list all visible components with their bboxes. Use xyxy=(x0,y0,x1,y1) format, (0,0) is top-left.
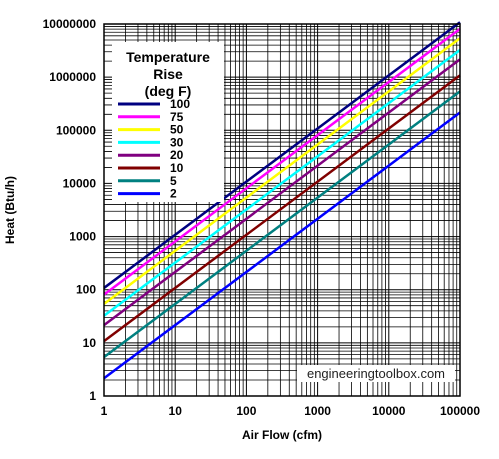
series-lines xyxy=(103,21,461,380)
series-line-20 xyxy=(103,58,461,327)
x-tick-label: 10000 xyxy=(372,404,406,418)
x-tick-label: 1000 xyxy=(304,404,331,418)
legend-label-10: 10 xyxy=(170,161,184,175)
watermark: engineeringtoolbox.com xyxy=(297,365,455,382)
legend-label-2: 2 xyxy=(170,187,177,201)
series-line-75 xyxy=(103,27,461,296)
y-axis-label: Heat (Btu/h) xyxy=(3,176,17,244)
y-tick-label: 1000 xyxy=(69,230,96,244)
series-line-5 xyxy=(103,90,461,359)
legend-title-line-1: Temperature xyxy=(126,49,210,65)
x-tick-label: 1 xyxy=(101,404,108,418)
y-tick-label: 10000000 xyxy=(43,17,97,31)
series-line-30 xyxy=(103,49,461,317)
y-tick-label: 1000000 xyxy=(49,70,96,84)
x-tick-labels: 1 10 100 1000 10000 100000 xyxy=(101,404,481,418)
legend-label-75: 75 xyxy=(170,110,184,124)
x-axis-label: Air Flow (cfm) xyxy=(242,428,322,442)
y-tick-label: 10 xyxy=(83,336,97,350)
watermark-text: engineeringtoolbox.com xyxy=(307,366,445,381)
x-tick-label: 100000 xyxy=(440,404,480,418)
y-tick-label: 1 xyxy=(89,389,96,403)
x-tick-label: 100 xyxy=(236,404,256,418)
legend-label-20: 20 xyxy=(170,148,184,162)
y-tick-label: 100000 xyxy=(56,123,96,137)
series-line-100 xyxy=(103,21,461,289)
legend-background xyxy=(112,42,224,202)
watermark-background xyxy=(297,365,455,382)
y-tick-label: 10000 xyxy=(63,176,97,190)
y-tick-labels: 1 10 100 1000 10000 100000 1000000 10000000 xyxy=(43,17,97,403)
legend-label-30: 30 xyxy=(170,135,184,149)
legend-title-line-2: Rise xyxy=(153,66,183,82)
x-tick-label: 10 xyxy=(169,404,183,418)
plot-frame xyxy=(103,23,461,397)
series-line-2 xyxy=(103,111,461,380)
legend-label-5: 5 xyxy=(170,174,177,188)
y-tick-label: 100 xyxy=(76,283,96,297)
series-line-10 xyxy=(103,74,461,343)
legend-label-50: 50 xyxy=(170,123,184,137)
series-line-50 xyxy=(103,37,461,305)
legend-title-line-3: (deg F) xyxy=(145,83,192,99)
legend-label-100: 100 xyxy=(170,97,190,111)
